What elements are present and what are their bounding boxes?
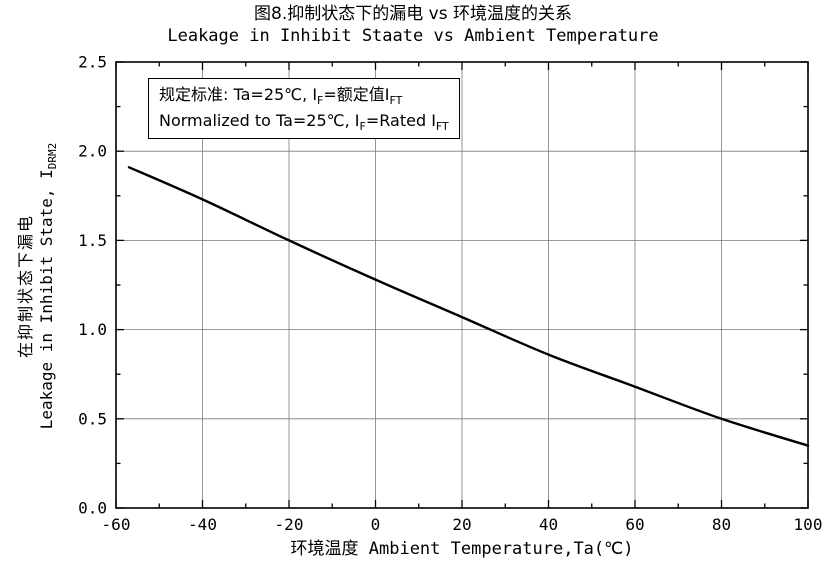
svg-text:60: 60: [625, 515, 644, 534]
svg-text:-20: -20: [275, 515, 304, 534]
note-line-2-sub-ft: FT: [435, 120, 449, 134]
svg-text:1.5: 1.5: [78, 231, 107, 250]
note-line-1-sub-ft: FT: [389, 94, 403, 108]
svg-text:1.0: 1.0: [78, 320, 107, 339]
y-axis-label: 在抑制状态下漏电 Leakage in Inhibit State, IDRM2: [15, 51, 60, 521]
note-line-1-text: 规定标准: Ta=25℃, I: [159, 85, 318, 104]
note-line-2-text: Normalized to Ta=25℃, I: [159, 111, 360, 130]
chart-title: 图8.抑制状态下的漏电 vs 环境温度的关系 Leakage in Inhibi…: [0, 3, 826, 47]
y-tick-labels: 0.0 0.5 1.0 1.5 2.0 2.5: [78, 53, 107, 518]
svg-text:2.0: 2.0: [78, 142, 107, 161]
note-line-1-mid: =额定值I: [323, 85, 390, 104]
note-line-2-mid: =Rated I: [365, 111, 436, 130]
normalization-note-box: 规定标准: Ta=25℃, IF=额定值IFT Normalized to Ta…: [148, 78, 460, 139]
svg-text:40: 40: [539, 515, 558, 534]
note-line-2-sub-f: F: [359, 120, 366, 134]
svg-text:2.5: 2.5: [78, 53, 107, 72]
chart-title-zh: 图8.抑制状态下的漏电 vs 环境温度的关系: [254, 4, 572, 24]
svg-text:20: 20: [452, 515, 471, 534]
note-line-1: 规定标准: Ta=25℃, IF=额定值IFT: [159, 82, 449, 108]
leakage-curve: [127, 166, 810, 447]
svg-text:-40: -40: [188, 515, 217, 534]
y-axis-label-en-text: Leakage in Inhibit State, I: [37, 169, 56, 430]
note-line-2: Normalized to Ta=25℃, IF=Rated IFT: [159, 108, 449, 134]
y-axis-label-zh: 在抑制状态下漏电: [16, 214, 35, 359]
x-axis-label: 环境温度 Ambient Temperature,Ta(℃): [290, 539, 634, 559]
svg-text:-60: -60: [102, 515, 131, 534]
note-line-1-sub-f: F: [317, 94, 324, 108]
chart-title-en: Leakage in Inhibit Staate vs Ambient Tem…: [167, 26, 659, 46]
svg-text:100: 100: [794, 515, 823, 534]
svg-text:80: 80: [712, 515, 731, 534]
svg-text:0.5: 0.5: [78, 409, 107, 428]
axis-ticks: [115, 61, 809, 509]
svg-text:0: 0: [371, 515, 381, 534]
x-tick-labels: -60 -40 -20 0 20 40 60 80 100: [102, 515, 823, 534]
y-axis-label-sub-drm2: DRM2: [46, 142, 60, 170]
y-axis-label-en: Leakage in Inhibit State, IDRM2: [36, 51, 60, 521]
svg-text:0.0: 0.0: [78, 499, 107, 518]
